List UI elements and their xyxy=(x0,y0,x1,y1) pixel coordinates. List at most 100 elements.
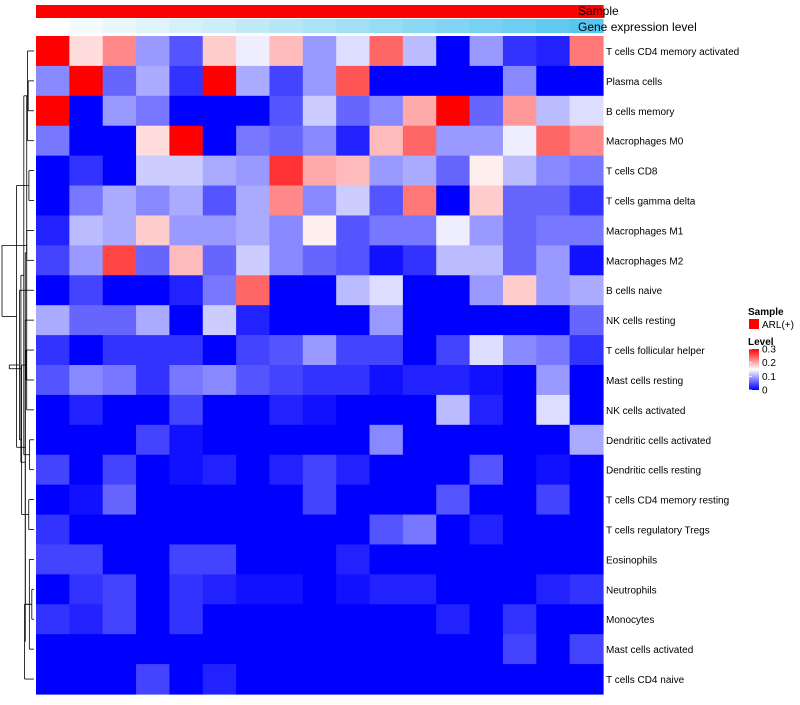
heatmap-cell xyxy=(169,604,204,635)
heatmap-cell xyxy=(269,125,304,157)
heatmap-cell xyxy=(202,394,237,426)
heatmap-cell xyxy=(569,365,604,396)
legend-tick-label: 0.3 xyxy=(762,345,776,356)
heatmap-cell xyxy=(169,634,204,665)
heatmap-cell xyxy=(436,514,471,546)
heatmap-cell xyxy=(102,36,137,67)
heatmap-cell xyxy=(402,634,437,665)
heatmap-cell xyxy=(436,245,471,276)
heatmap-cell xyxy=(102,305,137,336)
heatmap-cell xyxy=(236,215,271,246)
heatmap-cell xyxy=(269,514,304,546)
heatmap-cell xyxy=(202,95,237,127)
expression-annotation-cell xyxy=(369,19,404,33)
heatmap-cell xyxy=(369,155,404,187)
heatmap-cell xyxy=(469,215,504,246)
heatmap-cell xyxy=(202,36,237,67)
legend-level-ticks: 0.3 0.2 0.1 0 xyxy=(749,345,776,397)
heatmap-cell xyxy=(469,65,504,97)
heatmap-cell xyxy=(569,454,604,486)
heatmap-cell xyxy=(269,36,304,67)
heatmap-cell xyxy=(502,185,537,217)
heatmap-cell xyxy=(69,125,104,157)
heatmap-cell xyxy=(569,544,604,575)
annotation-label-expression: Gene expression level xyxy=(578,20,697,34)
heatmap-cell xyxy=(402,185,437,217)
sample-annotation-cell xyxy=(436,5,471,18)
heatmap-cell xyxy=(236,365,271,396)
heatmap-cell xyxy=(102,634,137,665)
heatmap-cell xyxy=(136,394,171,426)
expression-annotation-cell xyxy=(236,19,271,33)
heatmap-cell xyxy=(136,544,171,575)
heatmap-cell xyxy=(69,36,104,67)
heatmap-cell xyxy=(469,125,504,157)
sample-annotation-cell xyxy=(369,5,404,18)
heatmap-cell xyxy=(36,365,70,396)
expression-annotation-cell xyxy=(569,19,604,33)
heatmap-cell xyxy=(236,544,271,575)
heatmap-cell xyxy=(569,574,604,605)
heatmap-cell xyxy=(36,335,70,366)
heatmap-cell xyxy=(36,155,70,187)
legend-sample-title: Sample xyxy=(748,307,784,318)
heatmap-cell xyxy=(269,454,304,486)
heatmap-cell xyxy=(569,664,604,695)
heatmap-cell xyxy=(402,275,437,306)
sample-annotation-cell xyxy=(502,5,537,18)
heatmap-cell xyxy=(69,424,104,456)
heatmap-cell xyxy=(102,604,137,635)
row-label: T cells CD4 memory activated xyxy=(606,47,739,58)
heatmap-cell xyxy=(402,335,437,366)
heatmap-cell xyxy=(469,185,504,217)
heatmap-cell xyxy=(469,305,504,336)
heatmap-cell xyxy=(236,634,271,665)
heatmap-cell xyxy=(402,215,437,246)
heatmap-cell xyxy=(136,155,171,187)
heatmap-cell xyxy=(536,394,571,426)
heatmap-cell xyxy=(569,185,604,217)
heatmap-cell xyxy=(369,95,404,127)
heatmap-cell xyxy=(102,155,137,187)
heatmap-cell xyxy=(269,335,304,366)
heatmap-cell xyxy=(402,514,437,546)
heatmap-cell xyxy=(202,65,237,97)
heatmap-cell xyxy=(36,514,70,546)
heatmap-cell xyxy=(169,454,204,486)
heatmap-cell xyxy=(102,95,137,127)
heatmap-cell xyxy=(36,574,70,605)
sample-annotation-cell xyxy=(102,5,137,18)
heatmap-cell xyxy=(36,634,70,665)
heatmap-cell xyxy=(202,664,237,695)
heatmap-cell xyxy=(436,424,471,456)
heatmap-cell xyxy=(402,424,437,456)
heatmap-cell xyxy=(369,514,404,546)
annotation-label-sample: Sample xyxy=(578,4,619,18)
row-label: T cells gamma delta xyxy=(606,197,696,208)
heatmap-cell xyxy=(469,275,504,306)
heatmap-cell xyxy=(469,365,504,396)
heatmap-cell xyxy=(536,335,571,366)
heatmap-cell xyxy=(136,275,171,306)
heatmap-cell xyxy=(436,185,471,217)
heatmap-cell xyxy=(369,335,404,366)
heatmap-cell xyxy=(569,394,604,426)
heatmap-cell xyxy=(36,305,70,336)
heatmap-cell xyxy=(436,664,471,695)
heatmap-cell xyxy=(469,664,504,695)
heatmap-cell xyxy=(402,95,437,127)
heatmap-cell xyxy=(169,335,204,366)
heatmap-cell xyxy=(569,36,604,67)
heatmap-cell xyxy=(569,125,604,157)
heatmap-cell xyxy=(302,335,337,366)
heatmap-cell xyxy=(202,484,237,516)
row-label: T cells CD8 xyxy=(606,167,658,178)
heatmap-cell xyxy=(36,454,70,486)
heatmap-cell xyxy=(336,365,371,396)
heatmap-cell xyxy=(569,155,604,187)
expression-annotation-cell xyxy=(169,19,204,33)
heatmap-cell xyxy=(402,65,437,97)
heatmap-cell xyxy=(269,365,304,396)
heatmap-cell xyxy=(36,664,70,695)
heatmap-cell xyxy=(402,125,437,157)
